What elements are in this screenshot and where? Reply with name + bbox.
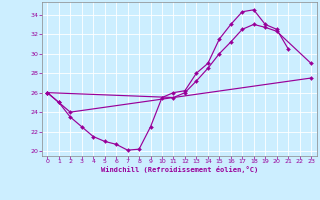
X-axis label: Windchill (Refroidissement éolien,°C): Windchill (Refroidissement éolien,°C) xyxy=(100,166,258,173)
